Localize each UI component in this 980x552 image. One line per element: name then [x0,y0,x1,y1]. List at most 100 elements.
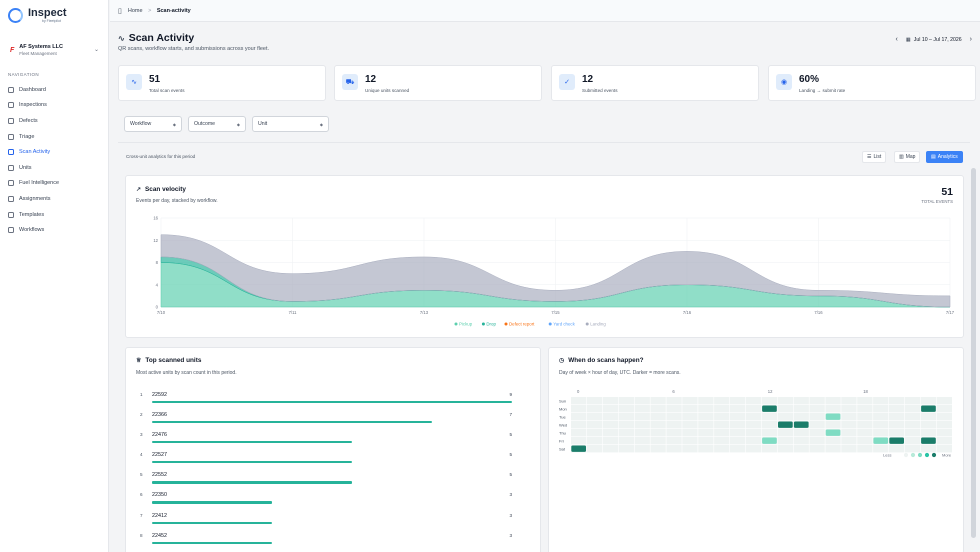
heatmap-cell [889,397,905,405]
hour-tick-label: 18 [863,389,868,394]
scan-velocity-subtitle: Events per day, stacked by workflow. [136,198,218,204]
heatmap-cell [761,397,778,405]
heatmap-cell [618,437,634,445]
heatmap-cell [809,421,825,429]
stat-card-total-scans: ∿ 51 Total scan events [118,65,326,101]
heatmap-cell-active [825,429,841,436]
x-tick-label: 7/11 [289,310,298,315]
legend-label: Landing [590,322,606,327]
heatmap-cell [793,397,809,405]
view-toggle-analytics[interactable]: ▤ Analytics [926,151,963,163]
sidebar-item-workflows[interactable]: Workflows [3,222,106,238]
unit-id: 22412 [152,512,167,519]
sidebar-item-fuel-intelligence[interactable]: Fuel Intelligence [3,176,106,192]
table-row[interactable]: 1 22592 9 [136,390,512,410]
total-events-value: 51 [941,186,953,198]
table-row[interactable]: 6 22350 3 [136,490,512,510]
sidebar-item-inspections[interactable]: Inspections [3,98,106,114]
heatmap-cell-active [778,421,793,428]
sidebar-item-assignments[interactable]: Assignments [3,191,106,207]
heatmap-cell [634,405,650,413]
heatmap-cell [618,397,634,405]
unit-id: 22592 [152,392,167,398]
outcome-filter[interactable]: Outcome ◆ [188,116,246,132]
assignments-icon [8,195,14,202]
day-label: Wed [559,423,567,428]
check-circle-icon: ✓ [559,74,575,90]
heatmap-cell [745,429,762,437]
panel-label: Cross-unit analytics for this period [126,154,196,159]
heatmap-cell [618,405,634,413]
sidebar-item-scan-activity[interactable]: Scan Activity [3,144,106,160]
heatmap-cell [920,421,937,429]
chevron-updown-icon: ◆ [172,121,176,127]
heatmap-cell [825,445,841,453]
heatmap-cell [825,397,841,405]
top-units-title: ♕ Top scanned units [136,357,201,364]
heatmap-cell [682,421,698,429]
heatmap-cell [793,413,809,421]
sidebar-item-units[interactable]: Units [3,160,106,176]
table-row[interactable]: 8 22452 3 [136,531,512,551]
heatmap-cell [936,421,952,429]
view-toggle-map[interactable]: ▥ Map [894,151,921,163]
date-range-label[interactable]: Jul 10 – Jul 17, 2026 [913,36,962,43]
heatmap-cell [809,429,825,437]
table-row[interactable]: 3 22476 5 [136,430,512,450]
heatmap-cell [602,413,619,421]
table-row[interactable]: 7 22412 3 [136,511,512,531]
heatmap-cell [889,421,905,429]
heatmap-cell [873,429,889,437]
heatmap-cell [904,421,921,429]
chevron-right-icon[interactable]: › [969,36,972,43]
unit-filter[interactable]: Unit ◆ [252,116,329,132]
workflow-filter[interactable]: Workflow ◆ [124,116,182,132]
scan-velocity-chart: 0 4 8 12 16 7/10 7/11 7/13 7/15 7/16 7/16 7/17 Picku… [153,216,954,327]
heatmap-cell [841,413,857,421]
unit-count-bar [152,501,272,504]
sidebar-toggle-icon[interactable]: ▯ [118,7,122,15]
brand-sub: by Fleetpilot [42,19,61,23]
page-subtitle: QR scans, workflow starts, and submissio… [118,46,269,52]
heatmap-cell [714,437,730,445]
heatmap-cell [745,421,762,429]
scan-heatmap: 0 6 12 18 Sun Mon Tue Wed Thu Fri Sat Less More [559,389,952,458]
sidebar-item-defects[interactable]: Defects [3,113,106,129]
heatmap-cell [841,437,857,445]
view-toggle-list[interactable]: ☰ List [862,151,887,163]
chevron-left-icon[interactable]: ‹ [895,36,898,43]
heatmap-cell [698,413,714,421]
sidebar-item-label: Assignments [19,195,51,202]
table-row[interactable]: 5 22552 5 [136,470,512,490]
unit-id: 22527 [152,452,167,459]
table-row[interactable]: 2 22366 7 [136,410,512,430]
sidebar-item-label: Defects [19,117,38,124]
heatmap-cell [618,445,634,453]
table-row[interactable]: 4 22527 5 [136,450,512,470]
stat-value: 60% [799,74,820,85]
y-tick-label: 4 [156,282,159,287]
legend-swatch [924,452,930,458]
breadcrumb-home[interactable]: Home [127,7,143,14]
scrollbar[interactable] [971,168,976,538]
heatmap-cell [634,413,650,421]
unit-count-bar [152,541,272,544]
org-switcher[interactable]: F AF Systems LLC Fleet Management ⌄ [6,40,103,60]
brand-logo[interactable]: Inspect by Fleetpilot [8,8,67,23]
heatmap-cell [777,429,793,437]
heatmap-cell [586,421,603,429]
sidebar-item-templates[interactable]: Templates [3,207,106,223]
sidebar-item-dashboard[interactable]: Dashboard [3,82,106,98]
heatmap-cell [571,437,587,445]
unit-id: 22350 [152,492,167,499]
heatmap-cell [571,421,587,429]
heatmap-cell [571,429,587,437]
chevron-updown-icon: ◆ [319,121,323,127]
stat-value: 51 [149,74,161,85]
heatmap-cell [873,397,889,405]
calendar-icon: ▦ [905,36,911,43]
x-tick-label: 7/16 [683,310,692,315]
heatmap-cell [777,437,793,445]
heatmap-cell-active [793,421,809,428]
sidebar-item-triage[interactable]: Triage [3,129,106,145]
